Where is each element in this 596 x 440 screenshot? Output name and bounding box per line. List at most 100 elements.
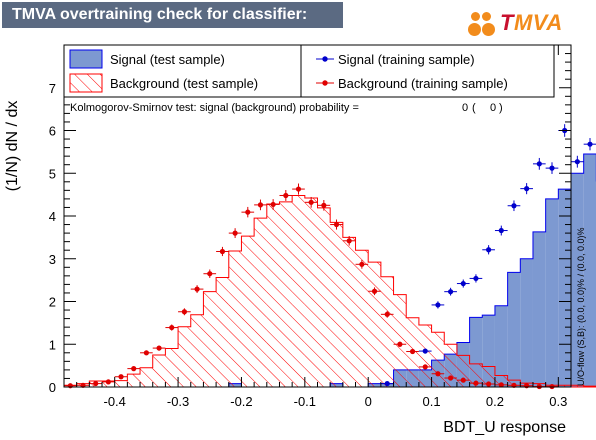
ks-background-prob: 0 — [490, 102, 496, 114]
signal-test-bar — [520, 258, 533, 387]
legend-box — [63, 44, 302, 98]
background-training-point — [114, 374, 128, 380]
background-training-point — [330, 219, 343, 230]
background-training-point — [241, 206, 255, 218]
background-training-point — [469, 380, 483, 386]
background-test-bar — [571, 385, 584, 387]
x-tick-label: 0.2 — [486, 394, 504, 409]
signal-test-bar — [507, 272, 521, 387]
background-test-bar — [342, 237, 356, 387]
background-test-bar — [558, 385, 571, 387]
legend-swatch-signal-test — [69, 49, 103, 69]
signal-test-bar — [494, 305, 508, 387]
y-tick-label: 0 — [49, 380, 56, 395]
y-tick-label: 6 — [49, 124, 56, 139]
signal-training-point — [469, 274, 483, 283]
signal-training-point — [431, 301, 445, 309]
signal-training-point — [482, 245, 495, 255]
background-training-point — [444, 375, 457, 381]
signal-training-point — [545, 162, 559, 174]
signal-test-bar — [571, 173, 584, 387]
background-training-point — [127, 366, 141, 372]
background-training-point — [140, 350, 153, 356]
y-tick-label: 2 — [49, 295, 56, 310]
signal-training-point — [571, 155, 584, 168]
background-test-bar — [165, 348, 179, 387]
background-training-point — [254, 199, 267, 211]
background-training-point — [482, 381, 495, 387]
background-training-point — [368, 287, 381, 296]
legend-label-background-training: Background (training sample) — [338, 76, 508, 91]
background-test-bar — [114, 380, 128, 387]
signal-test-bar — [558, 189, 571, 387]
legend-marker-signal-training — [316, 56, 334, 62]
signal-training-point — [520, 183, 533, 195]
legend-label-signal-test: Signal (test sample) — [110, 52, 225, 67]
background-test-bar — [380, 276, 394, 387]
signal-training-point — [380, 380, 394, 387]
tmva-logo: TMVA — [468, 10, 584, 38]
signal-training-point — [456, 279, 470, 288]
ks-signal-prob: 0 — [462, 102, 468, 114]
background-training-point — [304, 196, 318, 208]
y-tick-label: 5 — [49, 166, 56, 181]
x-tick-label: 0 — [365, 394, 372, 409]
signal-test-bar — [532, 231, 546, 387]
x-tick-label: 0.3 — [549, 394, 567, 409]
legend: Signal (test sample) Signal (training sa… — [63, 44, 555, 98]
y-tick-label: 3 — [49, 252, 56, 267]
background-training-point — [64, 383, 77, 389]
background-training-point — [216, 246, 229, 257]
background-training-point — [406, 348, 419, 355]
x-axis-label: BDT_U response — [443, 419, 566, 436]
background-training-point — [228, 228, 242, 239]
background-training-point — [89, 380, 103, 387]
logo-dots-icon — [468, 12, 498, 36]
x-tick-label: -0.2 — [230, 394, 252, 409]
logo-text: TMVA — [500, 10, 563, 35]
background-test-bar — [203, 291, 217, 387]
background-training-point — [380, 310, 394, 318]
background-training-point — [178, 308, 191, 316]
background-test-bar — [355, 250, 369, 387]
background-training-point — [266, 199, 280, 210]
signal-training-point — [444, 287, 457, 296]
background-test-bar — [241, 236, 255, 387]
chart-title: TMVA overtraining check for classifier: … — [2, 2, 343, 49]
background-test-bar — [393, 294, 407, 387]
background-test-bar — [456, 355, 470, 387]
background-training-point — [418, 364, 432, 370]
background-training-point — [456, 377, 470, 383]
background-training-point — [292, 183, 305, 195]
y-tick-label: 7 — [49, 81, 56, 96]
legend-swatch-background-test — [69, 73, 103, 93]
background-test-bar — [317, 207, 331, 387]
legend-label-signal-training: Signal (training sample) — [338, 52, 475, 67]
legend-label-background-test: Background (test sample) — [110, 76, 258, 91]
y-axis-label: (1/N) dN / dx — [4, 101, 21, 192]
background-training-point — [431, 371, 445, 377]
x-tick-label: -0.4 — [103, 394, 125, 409]
background-training-point — [203, 269, 217, 278]
x-tick-label: -0.3 — [167, 394, 189, 409]
background-test-bar — [228, 251, 242, 387]
background-test-bar — [368, 262, 381, 387]
svg-text:(: ( — [472, 102, 476, 114]
y-tick-label: 4 — [49, 209, 56, 224]
signal-training-point — [494, 225, 508, 236]
legend-marker-background-training — [316, 80, 334, 86]
background-training-point — [494, 382, 508, 388]
background-test-bar — [494, 375, 508, 387]
background-test-bar — [127, 374, 141, 387]
background-training-point — [317, 199, 331, 211]
background-test-bar — [266, 204, 280, 387]
background-test-bar — [279, 201, 293, 387]
plot-area — [63, 124, 596, 390]
background-test-bar — [178, 326, 191, 387]
background-test-bar — [292, 195, 305, 387]
background-test-bar — [140, 367, 153, 387]
background-test-bar — [431, 332, 445, 387]
background-training-point — [393, 341, 407, 347]
signal-training-point — [583, 138, 596, 151]
